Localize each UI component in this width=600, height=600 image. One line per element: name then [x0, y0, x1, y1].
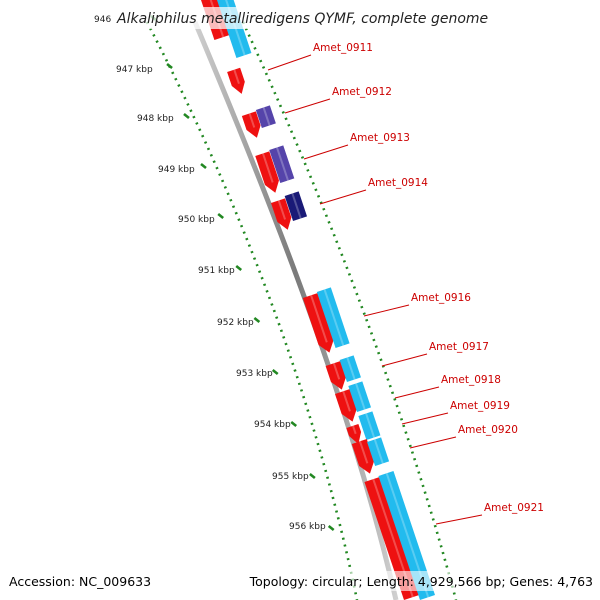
- kbp-tick: [200, 162, 207, 170]
- kbp-tick-label: 953 kbp: [236, 369, 273, 379]
- label-leaders: [267, 54, 483, 525]
- cds-feature-amet-0913[interactable]: [255, 151, 279, 193]
- accession-text: Accession: NC_009633: [9, 574, 151, 589]
- gene-label-amet-0920[interactable]: Amet_0920: [458, 424, 518, 436]
- kbp-ticks: [150, 14, 335, 532]
- kbp-tick: [309, 472, 316, 480]
- gene-label-amet-0911[interactable]: Amet_0911: [313, 42, 373, 54]
- cds-feature-amet-0919-shine: [352, 425, 357, 435]
- cds-feature-amet-0912[interactable]: [241, 111, 261, 138]
- gene-feature-amet-0916-shine: [323, 289, 345, 346]
- label-leader-line: [284, 98, 331, 114]
- kbp-tick-label: 946: [94, 15, 111, 25]
- gene-label-amet-0916[interactable]: Amet_0916: [411, 292, 471, 304]
- kbp-tick: [253, 316, 261, 324]
- cds-feature-amet-0916-shine: [310, 294, 328, 343]
- kbp-tick-label: 954 kbp: [254, 420, 291, 430]
- genome-summary-text: Topology: circular; Length: 4,929,566 bp…: [249, 574, 593, 589]
- misc-feature-amet-0912-shine: [262, 107, 271, 126]
- gene-feature-amet-0920[interactable]: [367, 437, 390, 466]
- cds-feature-amet-0919[interactable]: [346, 424, 362, 445]
- gene-label-amet-0917[interactable]: Amet_0917: [429, 341, 489, 353]
- cds-feature-amet-0911[interactable]: [227, 67, 245, 94]
- cds-feature-amet-0914[interactable]: [271, 198, 292, 230]
- title-background: [112, 7, 462, 29]
- cds-feature-amet-0918-shine: [342, 390, 351, 412]
- gene-label-amet-0921[interactable]: Amet_0921: [484, 502, 544, 514]
- cds-feature-amet-0917-shine: [332, 362, 341, 380]
- kbp-tick-label: 950 kbp: [178, 215, 215, 225]
- position-ruler: [145, 21, 359, 600]
- gene-feature-amet-0916[interactable]: [316, 287, 350, 348]
- genome-title: Alkaliphilus metalliredigens QYMF, compl…: [116, 11, 488, 27]
- kbp-tick-label: 955 kbp: [272, 472, 309, 482]
- gene-feature-amet-0919-shine: [365, 413, 376, 438]
- misc-feature-amet-0912[interactable]: [255, 105, 276, 128]
- gene-label-amet-0912[interactable]: Amet_0912: [332, 86, 392, 98]
- label-leader-line: [319, 189, 367, 205]
- label-leader-line: [381, 353, 428, 367]
- cds-feature-amet-0916[interactable]: [302, 293, 334, 353]
- genome-backbone: [192, 21, 399, 600]
- footer-background-left: [4, 571, 154, 591]
- kbp-tick: [183, 112, 190, 120]
- kbp-tick-label: 947 kbp: [116, 65, 153, 75]
- label-leader-line: [303, 144, 349, 160]
- kbp-tick: [327, 524, 335, 532]
- label-leader-line: [394, 386, 440, 399]
- cds-feature-amet-0913-shine: [262, 153, 274, 183]
- gene-feature-amet-0918-shine: [355, 383, 366, 410]
- cds-feature-amet-0914-shine: [277, 200, 287, 220]
- kbp-tick: [217, 212, 224, 220]
- kbp-tick-label: 949 kbp: [158, 165, 195, 175]
- kbp-tick: [235, 264, 243, 272]
- cds-feature-amet-0921[interactable]: [364, 476, 420, 600]
- label-leader-line: [363, 304, 410, 317]
- label-leader-line: [409, 436, 457, 449]
- gene-feature-amet-0919[interactable]: [358, 411, 381, 440]
- cds-feature-amet-0912-shine: [248, 113, 256, 128]
- gene-feature-amet-0918[interactable]: [348, 381, 372, 412]
- gene-label-amet-0913[interactable]: Amet_0913: [350, 132, 410, 144]
- gene-label-amet-0919[interactable]: Amet_0919: [450, 400, 510, 412]
- kbp-tick-label: 948 kbp: [137, 114, 174, 124]
- footer-background-right: [258, 571, 596, 591]
- misc-feature-amet-0914-shine: [291, 193, 302, 219]
- label-leader-line: [435, 514, 483, 525]
- gene-label-amet-0914[interactable]: Amet_0914: [368, 177, 428, 189]
- kbp-tick: [166, 62, 173, 70]
- misc-feature-amet-0914[interactable]: [284, 191, 308, 221]
- kbp-tick-label: 956 kbp: [289, 522, 326, 532]
- cds-feature-amet-0917[interactable]: [325, 361, 346, 390]
- cds-feature-amet-0920[interactable]: [351, 439, 375, 474]
- misc-feature-amet-0913-shine: [276, 147, 289, 181]
- kbp-tick: [271, 368, 279, 376]
- gene-label-amet-0918[interactable]: Amet_0918: [441, 374, 501, 386]
- gene-feature-amet-0920-shine: [373, 439, 384, 464]
- kbp-tick-label: 951 kbp: [198, 266, 235, 276]
- kbp-tick-label: 952 kbp: [217, 318, 254, 328]
- feature-track: [201, 0, 435, 600]
- label-leader-line: [401, 412, 449, 425]
- misc-feature-amet-0913[interactable]: [269, 145, 295, 183]
- cds-feature-amet-0920-shine: [359, 440, 369, 464]
- kbp-tick: [290, 420, 298, 428]
- cds-feature-amet-0918[interactable]: [334, 389, 357, 422]
- gene-feature-amet-0917-shine: [346, 357, 356, 380]
- gene-feature-amet-0917[interactable]: [339, 355, 361, 382]
- gene-feature-amet-0921[interactable]: [378, 471, 435, 600]
- label-leader-line: [267, 54, 312, 71]
- cds-feature-amet-0911-shine: [233, 69, 240, 84]
- outer-ruler: [241, 21, 458, 600]
